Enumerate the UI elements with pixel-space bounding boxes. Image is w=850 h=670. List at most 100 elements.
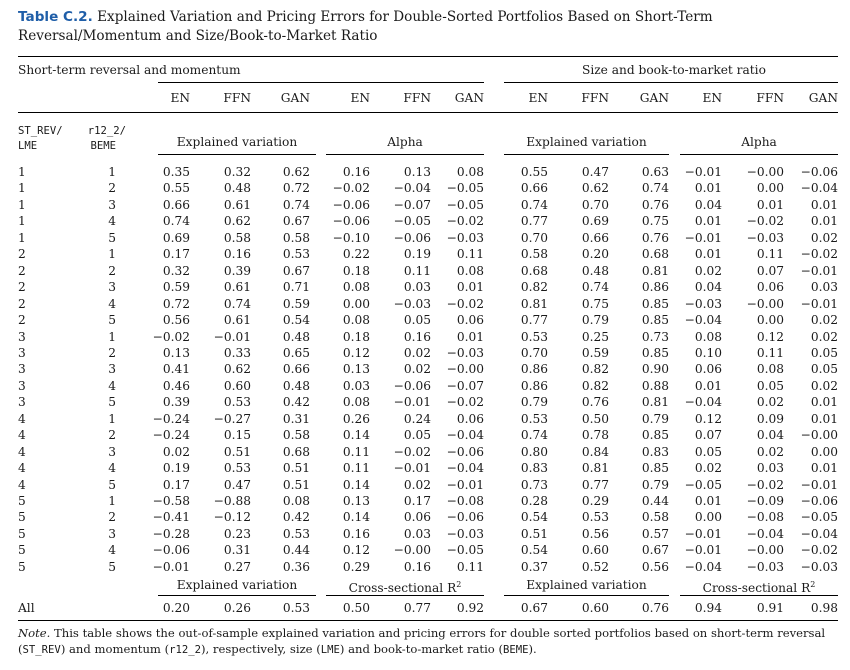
model-header-gan: GAN bbox=[639, 91, 669, 105]
table-cell: 0.59 bbox=[162, 280, 190, 295]
table-cell: 0.79 bbox=[581, 313, 609, 328]
table-caption: Table C.2. Explained Variation and Prici… bbox=[18, 8, 838, 46]
row-st-rev-quintile: 4 bbox=[18, 477, 26, 492]
table-cell: −0.03 bbox=[393, 296, 431, 311]
table-cell: 0.62 bbox=[282, 165, 310, 179]
table-cell: 0.80 bbox=[520, 444, 548, 459]
table-cell: 0.62 bbox=[581, 181, 609, 196]
table-cell: 0.02 bbox=[810, 230, 838, 245]
table-cell: −0.00 bbox=[393, 543, 431, 558]
table-cell: −0.06 bbox=[332, 214, 370, 229]
table-cell: 0.72 bbox=[282, 181, 310, 196]
summary-rule-2 bbox=[504, 595, 669, 596]
table-cell: −0.03 bbox=[446, 230, 484, 245]
table-cell: −0.09 bbox=[746, 494, 784, 508]
table-cell: 0.82 bbox=[520, 280, 548, 295]
table-cell: 0.05 bbox=[694, 444, 722, 459]
table-cell: 0.88 bbox=[641, 378, 669, 393]
table-cell: 0.72 bbox=[162, 296, 190, 311]
table-cell: 0.51 bbox=[282, 477, 310, 492]
table-cell: 0.56 bbox=[162, 313, 190, 328]
table-cell: 0.02 bbox=[403, 362, 431, 377]
all-row-cell: 0.91 bbox=[756, 601, 784, 615]
row-st-rev-quintile: 5 bbox=[18, 543, 26, 558]
caption-text: Explained Variation and Pricing Errors f… bbox=[18, 9, 713, 44]
table-cell: −0.03 bbox=[746, 559, 784, 574]
table-cell: −0.00 bbox=[746, 296, 784, 311]
table-cell: 0.66 bbox=[520, 181, 548, 196]
row-momentum-quintile: 4 bbox=[108, 214, 116, 229]
row-st-rev-quintile: 1 bbox=[18, 165, 26, 179]
row-st-rev-quintile: 2 bbox=[18, 296, 26, 311]
table-cell: 0.85 bbox=[641, 313, 669, 328]
all-row-cell: 0.98 bbox=[810, 601, 838, 615]
table-cell: 0.83 bbox=[520, 461, 548, 476]
table-cell: 0.82 bbox=[581, 362, 609, 377]
table-cell: 0.03 bbox=[810, 280, 838, 295]
table-cell: −0.02 bbox=[446, 214, 484, 229]
table-cell: 0.02 bbox=[756, 444, 784, 459]
table-cell: 0.01 bbox=[694, 494, 722, 508]
table-cell: 0.01 bbox=[810, 197, 838, 212]
model-header-gan: GAN bbox=[280, 91, 310, 105]
summary-header-text: Explained variation bbox=[176, 578, 298, 592]
table-cell: 0.18 bbox=[342, 263, 370, 278]
table-cell: −0.01 bbox=[393, 395, 431, 410]
table-cell: 0.20 bbox=[581, 247, 609, 262]
table-cell: 0.13 bbox=[403, 165, 431, 179]
table-cell: 0.03 bbox=[756, 461, 784, 476]
all-row-cell: 0.53 bbox=[282, 601, 310, 615]
note-lead: Note. bbox=[18, 626, 51, 640]
summary-header-1: Cross-sectional R2 bbox=[326, 578, 484, 595]
table-cell: 0.69 bbox=[581, 214, 609, 229]
table-cell: 0.37 bbox=[520, 559, 548, 574]
table-cell: 0.74 bbox=[162, 214, 190, 229]
table-cell: 0.13 bbox=[342, 494, 370, 508]
table-cell: 0.26 bbox=[342, 411, 370, 426]
table-cell: 0.05 bbox=[810, 345, 838, 360]
sort-header-st-rev: ST_REV/ bbox=[18, 125, 63, 137]
table-cell: −0.03 bbox=[446, 526, 484, 541]
table-cell: 0.66 bbox=[581, 230, 609, 245]
table-cell: 0.85 bbox=[641, 296, 669, 311]
table-cell: 0.05 bbox=[756, 378, 784, 393]
table-cell: −0.05 bbox=[446, 543, 484, 558]
table-cell: −0.01 bbox=[800, 477, 838, 492]
table-cell: 0.01 bbox=[810, 411, 838, 426]
table-cell: 0.01 bbox=[810, 461, 838, 476]
table-cell: −0.58 bbox=[152, 494, 190, 508]
table-cell: −0.05 bbox=[684, 477, 722, 492]
row-st-rev-quintile: 5 bbox=[18, 526, 26, 541]
table-cell: 0.56 bbox=[581, 526, 609, 541]
note-var-beme: BEME bbox=[502, 644, 529, 656]
table-cell: 0.03 bbox=[342, 378, 370, 393]
table-cell: 0.42 bbox=[282, 395, 310, 410]
table-cell: 0.58 bbox=[641, 510, 669, 525]
row-momentum-quintile: 1 bbox=[108, 329, 116, 344]
block-rule-0 bbox=[158, 154, 316, 155]
row-momentum-quintile: 5 bbox=[108, 313, 116, 328]
table-cell: 0.79 bbox=[520, 395, 548, 410]
caption-label: Table C.2. bbox=[18, 9, 93, 25]
table-cell: 0.05 bbox=[810, 362, 838, 377]
table-cell: 0.17 bbox=[162, 247, 190, 262]
table-cell: 0.53 bbox=[282, 526, 310, 541]
note-var-st-rev: ST_REV bbox=[22, 644, 61, 656]
table-cell: 0.47 bbox=[581, 165, 609, 179]
all-row-cell: 0.20 bbox=[162, 601, 190, 615]
table-cell: −0.02 bbox=[800, 543, 838, 558]
row-momentum-quintile: 5 bbox=[108, 230, 116, 245]
row-momentum-quintile: 3 bbox=[108, 444, 116, 459]
table-cell: 0.02 bbox=[810, 329, 838, 344]
note-text-4: ) and book-to-market ratio ( bbox=[339, 642, 503, 656]
table-cell: 0.48 bbox=[581, 263, 609, 278]
table-cell: −0.06 bbox=[393, 230, 431, 245]
table-cell: 0.33 bbox=[223, 345, 251, 360]
summary-header-text: Cross-sectional R bbox=[702, 581, 811, 596]
model-header-en: EN bbox=[702, 91, 722, 105]
row-st-rev-quintile: 4 bbox=[18, 428, 26, 443]
row-momentum-quintile: 5 bbox=[108, 395, 116, 410]
block-header-0: Explained variation bbox=[176, 135, 298, 149]
table-cell: 0.47 bbox=[223, 477, 251, 492]
group-rule-right bbox=[504, 82, 838, 83]
